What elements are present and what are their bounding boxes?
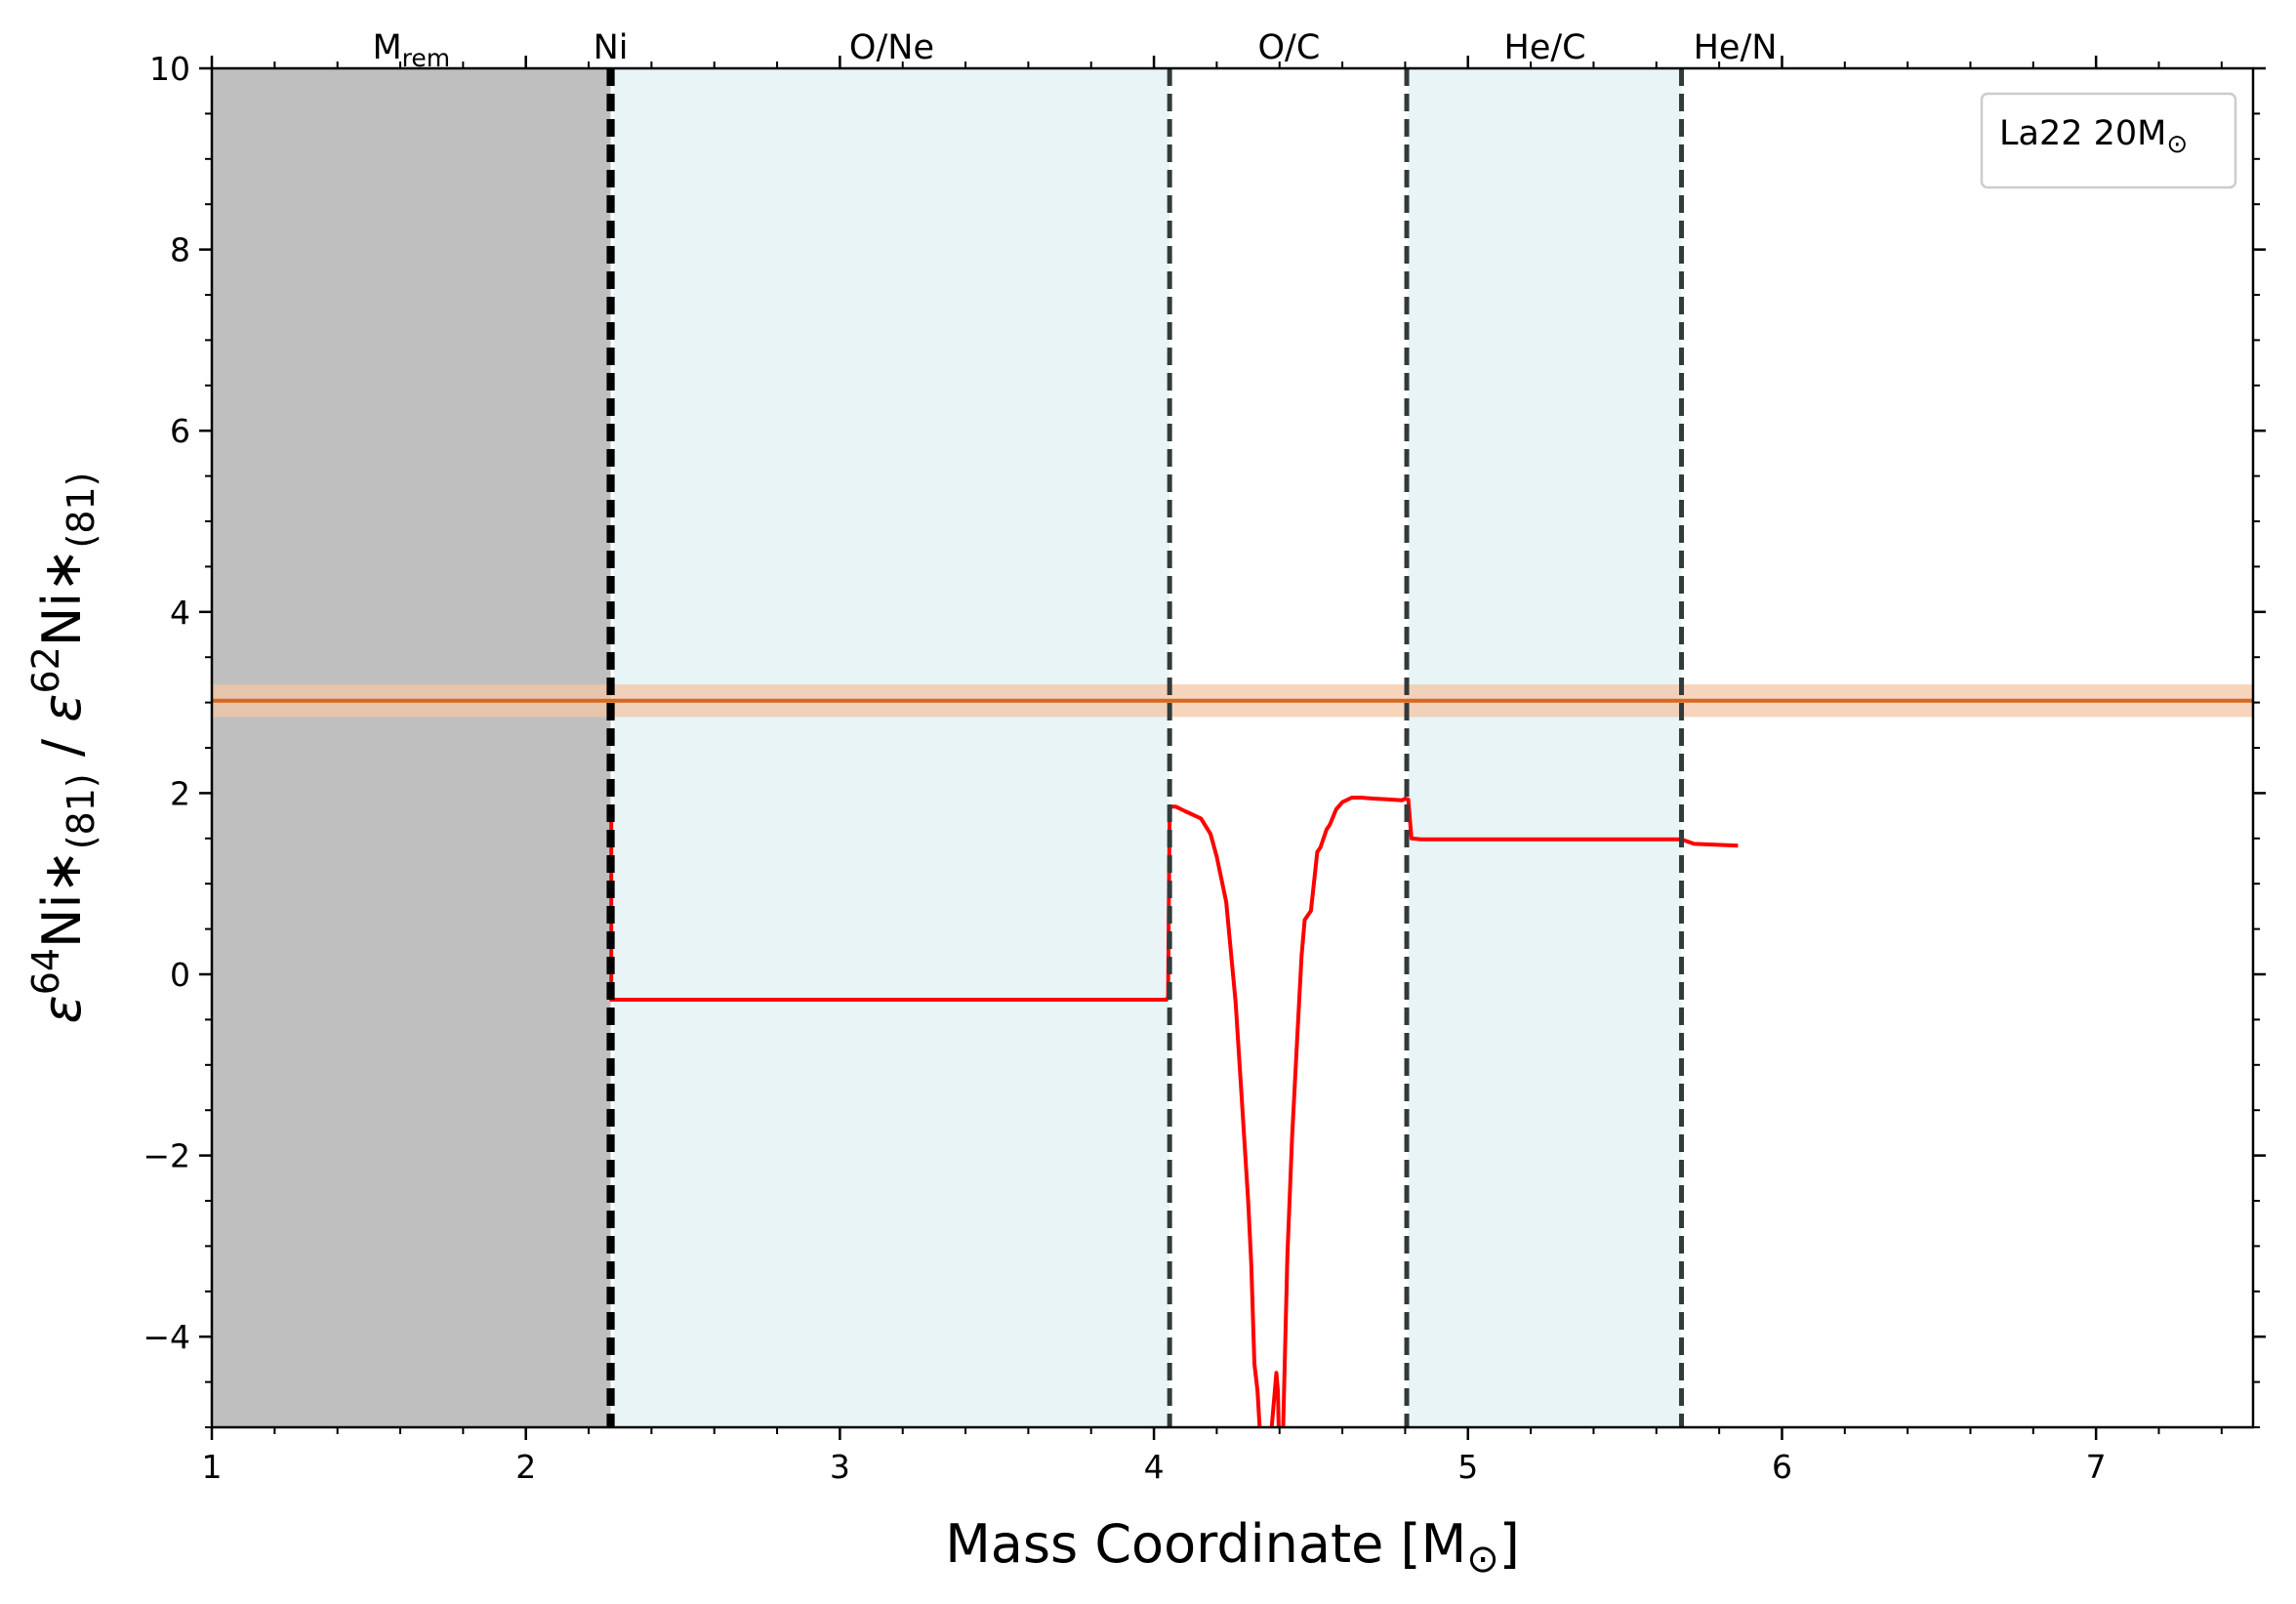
x-axis-label: Mass Coordinate [M⊙] bbox=[945, 1513, 1520, 1582]
legend-box bbox=[1980, 92, 2237, 189]
zone-label-1: Ni bbox=[594, 28, 629, 67]
y-axis-label: ε64Ni∗(81) / ε62Ni∗(81) bbox=[24, 473, 102, 1024]
legend-label: La22 20M⊙ bbox=[1999, 114, 2188, 159]
zone-region-2 bbox=[613, 68, 1170, 1427]
x-tick-label: 6 bbox=[1772, 1448, 1792, 1486]
x-tick-label: 2 bbox=[515, 1448, 536, 1486]
ticks-layer: 1 2 3 4 5 6 7 10 8 6 4 2 0 −2 −4 bbox=[143, 50, 2266, 1486]
zone-region-0 bbox=[212, 68, 611, 1427]
boundary-layer bbox=[606, 68, 1685, 1427]
series-line-0 bbox=[609, 796, 1739, 1427]
y-tick-label: 4 bbox=[170, 594, 190, 632]
x-tick-label: 5 bbox=[1457, 1448, 1478, 1486]
x-tick-label: 4 bbox=[1144, 1448, 1165, 1486]
reference-layer bbox=[212, 684, 2253, 718]
x-tick-label: 3 bbox=[830, 1448, 850, 1486]
series-layer bbox=[609, 796, 1739, 1427]
zone-label-5: He/N bbox=[1694, 28, 1778, 67]
y-tick-label: −4 bbox=[143, 1318, 190, 1356]
zone-labels-layer: Mrem Ni O/Ne O/C He/C He/N bbox=[372, 28, 1777, 72]
x-tick-label: 7 bbox=[2086, 1448, 2107, 1486]
y-tick-label: 6 bbox=[170, 412, 190, 450]
zone-label-4: He/C bbox=[1504, 28, 1586, 67]
zone-label-2: O/Ne bbox=[849, 28, 934, 67]
y-tick-label: 8 bbox=[170, 231, 190, 269]
zone-label-3: O/C bbox=[1258, 28, 1321, 67]
zone-label-0: Mrem bbox=[372, 28, 450, 72]
x-tick-label: 1 bbox=[202, 1448, 223, 1486]
y-tick-label: 10 bbox=[149, 50, 190, 88]
zone-region-4 bbox=[1408, 68, 1682, 1427]
y-tick-label: 2 bbox=[170, 774, 190, 812]
y-tick-label: 0 bbox=[170, 956, 190, 994]
zones-layer bbox=[212, 68, 1682, 1427]
legend: La22 20M⊙ bbox=[1980, 92, 2237, 189]
y-tick-label: −2 bbox=[143, 1137, 190, 1175]
